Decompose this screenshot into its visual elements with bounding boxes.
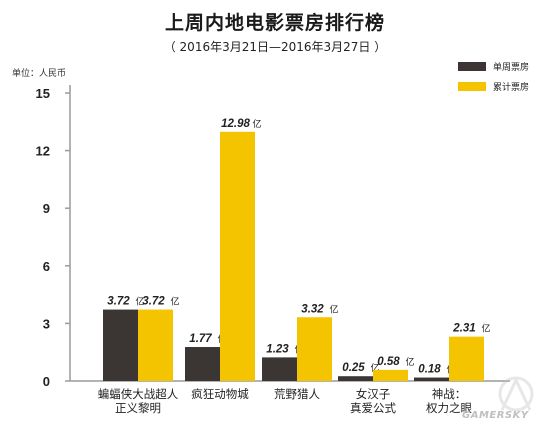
legend-label-cumulative: 累计票房 xyxy=(493,82,530,93)
x-tick-label: 疯狂动物城 xyxy=(191,387,249,401)
data-label-unit: 亿 xyxy=(136,296,145,308)
y-tick-label: 12 xyxy=(36,144,50,159)
bar-cumulative xyxy=(138,309,173,381)
legend-item-cumulative: 累计票房 xyxy=(458,78,529,94)
data-label-cumulative: 3.72 xyxy=(142,296,165,308)
data-label-cumulative: 12.98 xyxy=(221,118,250,130)
data-label-weekly: 0.18 xyxy=(418,364,441,376)
legend-swatch-weekly xyxy=(458,61,486,71)
unit-label: 单位：人民币 xyxy=(12,69,67,79)
legend-item-weekly: 单周票房 xyxy=(458,58,529,74)
data-label-unit: 亿 xyxy=(482,323,491,335)
x-tick-label: 蝙蝠侠大战超人 xyxy=(98,387,179,401)
legend-label-weekly: 单周票房 xyxy=(493,62,530,73)
chart-title: 上周内地电影票房排行榜 xyxy=(164,12,385,34)
bar-weekly xyxy=(185,347,220,381)
y-tick-label: 9 xyxy=(43,201,50,216)
bar-cumulative xyxy=(297,317,332,381)
bar-weekly xyxy=(338,376,373,381)
bar-cumulative xyxy=(373,369,408,381)
x-tick-label: 神战： xyxy=(432,387,467,401)
x-tick-label: 荒野猎人 xyxy=(274,387,320,401)
data-label-weekly: 3.72 xyxy=(107,296,130,308)
data-label-cumulative: 0.58 xyxy=(377,356,400,368)
bar-cumulative xyxy=(449,336,484,381)
y-tick-label: 0 xyxy=(43,374,50,389)
data-label-cumulative: 2.31 xyxy=(452,323,475,335)
x-tick-label: 真爱公式 xyxy=(350,401,396,415)
bar-weekly xyxy=(262,357,297,381)
watermark-logo-icon xyxy=(498,376,534,412)
data-label-weekly: 1.23 xyxy=(266,343,289,355)
data-label-unit: 亿 xyxy=(253,118,262,130)
x-tick-label: 权力之眼 xyxy=(426,401,472,415)
legend-swatch-cumulative xyxy=(458,81,486,91)
data-label-unit: 亿 xyxy=(371,362,380,374)
y-tick-label: 6 xyxy=(43,259,50,274)
data-label-weekly: 1.77 xyxy=(189,333,212,345)
data-label-unit: 亿 xyxy=(171,296,180,308)
data-label-unit: 亿 xyxy=(330,303,339,315)
y-tick-label: 15 xyxy=(36,86,50,101)
legend: 单周票房 累计票房 xyxy=(458,58,529,98)
data-label-cumulative: 3.32 xyxy=(301,303,324,315)
watermark-text: GAMERSKY xyxy=(462,410,529,421)
data-label-weekly: 0.25 xyxy=(342,362,365,374)
data-label-unit: 亿 xyxy=(406,356,415,368)
chart-subtitle: （ 2016年3月21日—2016年3月27日 ） xyxy=(163,40,387,54)
y-tick-label: 3 xyxy=(43,316,50,331)
bar-cumulative xyxy=(220,131,255,381)
bar-weekly xyxy=(414,377,449,381)
bar-weekly xyxy=(103,309,138,381)
x-tick-label: 女汉子 xyxy=(356,387,391,401)
x-tick-label: 正义黎明 xyxy=(115,401,161,415)
